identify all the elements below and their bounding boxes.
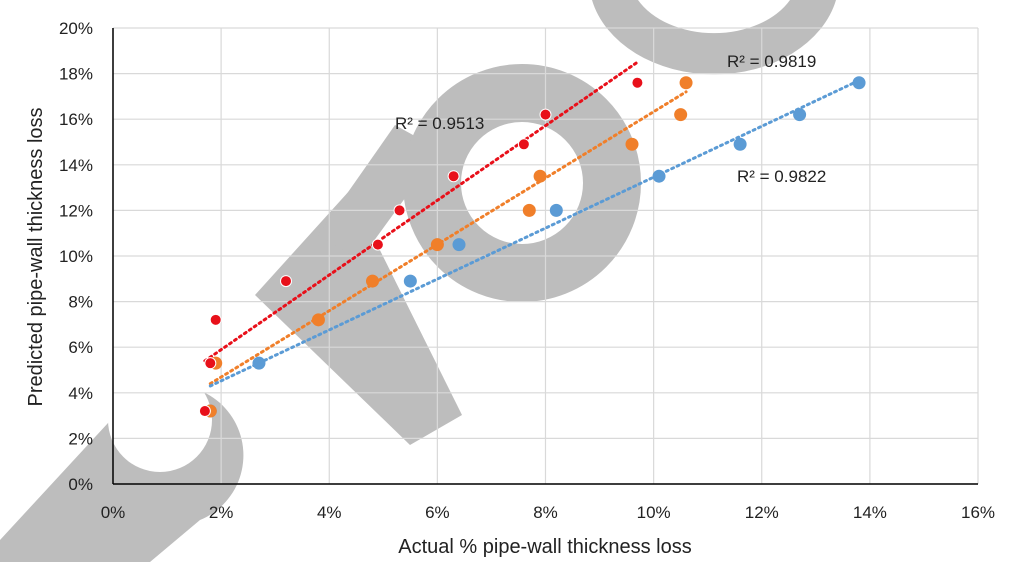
x-tick-labels: 0% 2% 4% 6% 8% 10% 12% 14% 16% <box>101 503 995 522</box>
data-point <box>311 313 325 327</box>
data-point <box>252 356 266 370</box>
watermark-ring <box>403 64 641 302</box>
data-point <box>430 238 444 252</box>
data-point <box>209 313 222 326</box>
r2-label: R² = 0.9822 <box>737 167 826 186</box>
x-tick-label: 0% <box>101 503 126 522</box>
r2-label: R² = 0.9513 <box>395 114 484 133</box>
data-point <box>198 405 211 418</box>
gridlines <box>112 27 979 485</box>
x-tick-label: 8% <box>533 503 558 522</box>
y-tick-label: 2% <box>68 429 93 448</box>
data-point <box>852 76 866 90</box>
x-tick-label: 10% <box>637 503 671 522</box>
x-tick-label: 6% <box>425 503 450 522</box>
r2-label: R² = 0.9819 <box>727 52 816 71</box>
trendlines <box>203 60 861 388</box>
data-point <box>539 108 552 121</box>
x-axis-title: Actual % pipe-wall thickness loss <box>398 536 691 558</box>
y-tick-label: 0% <box>68 475 93 494</box>
data-point <box>522 203 536 217</box>
x-tick-label: 12% <box>745 503 779 522</box>
y-tick-labels: 0% 2% 4% 6% 8% 10% 12% 14% 16% 18% 20% <box>59 19 93 494</box>
x-tick-label: 16% <box>961 503 995 522</box>
data-point <box>517 138 530 151</box>
x-tick-label: 2% <box>209 503 234 522</box>
data-point <box>733 137 747 151</box>
trendline <box>208 78 861 388</box>
data-point <box>280 275 292 288</box>
y-tick-label: 10% <box>59 247 93 266</box>
data-point <box>447 170 460 183</box>
y-tick-label: 14% <box>59 156 93 175</box>
watermark-hole <box>108 368 212 472</box>
data-point <box>403 274 417 288</box>
y-tick-label: 12% <box>59 201 93 220</box>
data-point <box>371 238 384 251</box>
data-point <box>549 203 563 217</box>
data-point <box>631 76 644 89</box>
data-point <box>674 108 688 122</box>
r2-labels: R² = 0.9513 R² = 0.9819 R² = 0.9822 <box>395 52 826 186</box>
trendline <box>208 90 688 386</box>
axes <box>112 28 978 485</box>
y-tick-label: 20% <box>59 19 93 38</box>
data-point <box>452 238 466 252</box>
data-point <box>625 137 639 151</box>
watermark-shape <box>592 0 836 75</box>
y-axis-title: Predicted pipe-wall thickness loss <box>25 107 47 406</box>
data-point <box>393 204 406 217</box>
data-point <box>366 274 379 288</box>
data-point <box>793 108 807 122</box>
data-point <box>533 169 547 183</box>
y-tick-label: 8% <box>68 293 93 312</box>
data-point <box>679 76 693 90</box>
x-tick-label: 4% <box>317 503 342 522</box>
data-points <box>198 76 866 418</box>
trendline <box>203 60 639 363</box>
y-tick-label: 4% <box>68 384 93 403</box>
y-tick-label: 18% <box>59 65 93 84</box>
x-tick-label: 14% <box>853 503 887 522</box>
data-point <box>204 357 217 370</box>
watermark <box>0 0 836 562</box>
y-tick-label: 6% <box>68 338 93 357</box>
y-tick-label: 16% <box>59 110 93 129</box>
data-point <box>652 169 666 183</box>
